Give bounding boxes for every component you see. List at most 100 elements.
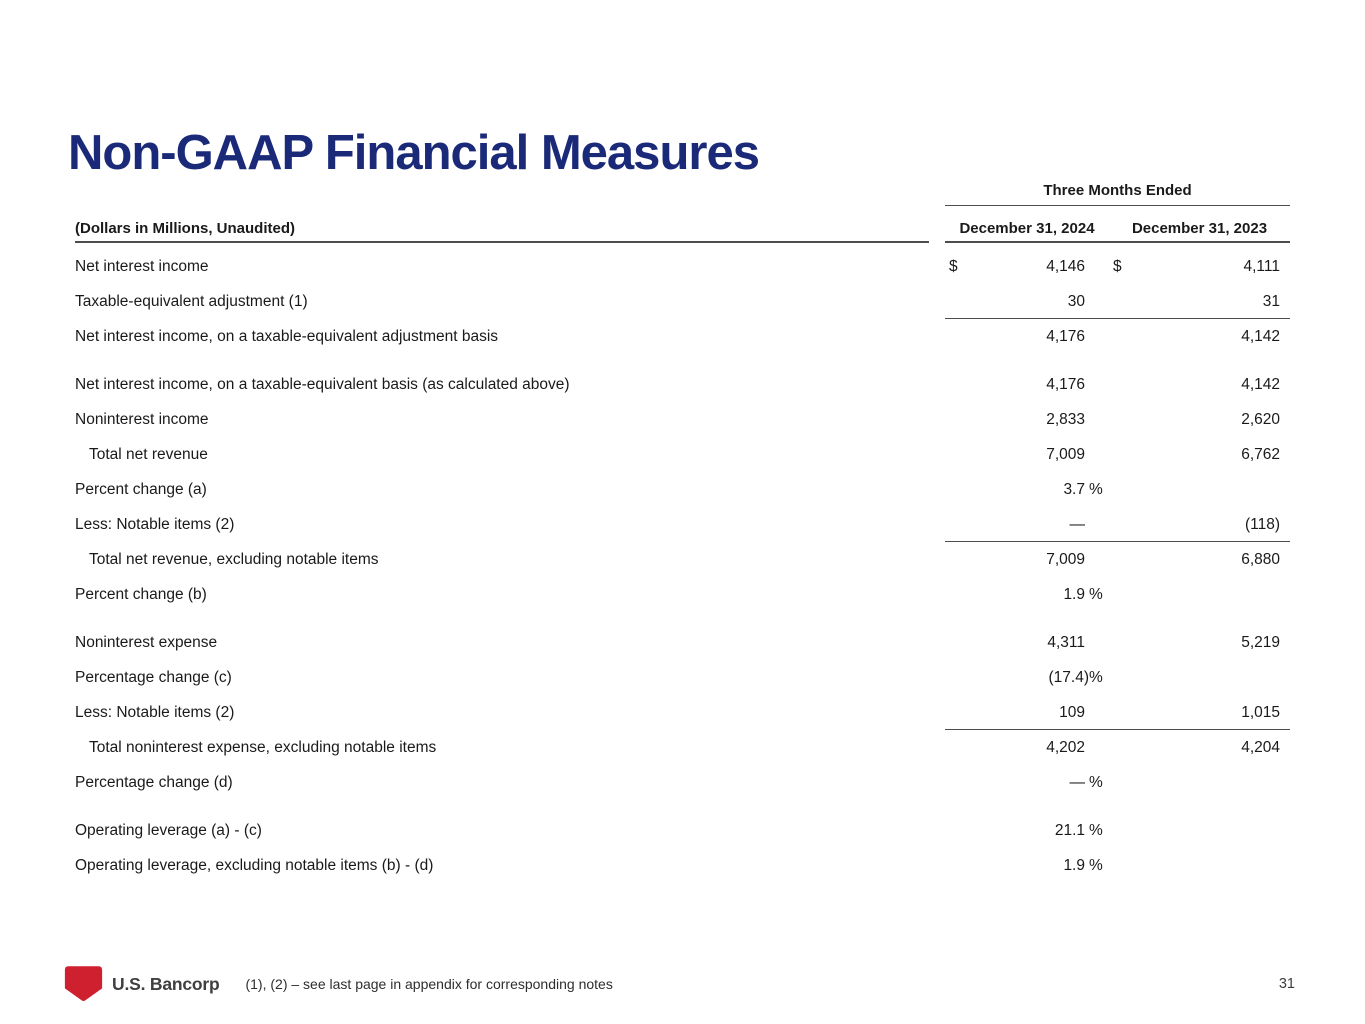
row-label: Less: Notable items (2) — [75, 703, 235, 721]
table-row: Noninterest expense 4,311 5,219 — [75, 625, 1290, 660]
dollar-sign: $ — [949, 257, 958, 275]
table-row: Total net revenue, excluding notable ite… — [75, 542, 1290, 577]
value-2024: 30 — [1067, 292, 1085, 310]
table-row: Operating leverage, excluding notable it… — [75, 848, 1290, 883]
page-title: Non-GAAP Financial Measures — [68, 125, 760, 180]
row-label: Operating leverage (a) - (c) — [75, 821, 262, 839]
value-2024-cell: 2,833 — [945, 411, 1109, 429]
row-label: Operating leverage, excluding notable it… — [75, 856, 434, 874]
page-number: 31 — [1278, 976, 1295, 992]
percent-sign: % — [1089, 773, 1103, 791]
dollar-sign: $ — [1113, 257, 1122, 275]
row-label: Net interest income, on a taxable-equiva… — [75, 327, 499, 345]
value-2024-cell: 1.9% — [945, 586, 1109, 604]
value-2024: 7,009 — [1046, 445, 1085, 463]
value-2024: 7,009 — [1046, 550, 1085, 568]
percent-sign: % — [1089, 821, 1103, 839]
value-2023: 1,015 — [1241, 703, 1280, 721]
table-row: Taxable-equivalent adjustment (1) 30 31 — [75, 284, 1290, 319]
row-label: Percent change (b) — [75, 585, 207, 603]
value-2023-cell: 4,142 — [1109, 328, 1290, 346]
column-rule — [945, 729, 1290, 730]
percent-sign: % — [1089, 856, 1103, 874]
table-row: Less: Notable items (2) 109 1,015 — [75, 695, 1290, 730]
table-row: Less: Notable items (2) — (118) — [75, 507, 1290, 542]
value-2023-cell: 2,620 — [1109, 411, 1290, 429]
row-label: Less: Notable items (2) — [75, 515, 235, 533]
value-2024-cell: 4,311 — [945, 634, 1109, 652]
value-2024: 1.9 — [1063, 585, 1085, 603]
table-row: Net interest income, on a taxable-equiva… — [75, 367, 1290, 402]
value-2023: 5,219 — [1241, 633, 1280, 651]
value-2024: 21.1 — [1054, 821, 1085, 839]
value-2024: 4,311 — [1047, 633, 1085, 651]
value-2023-cell: 31 — [1109, 293, 1290, 311]
value-2024: 4,176 — [1046, 327, 1085, 345]
value-2024: 4,146 — [1046, 257, 1085, 275]
table-group-header-row: Three Months Ended — [75, 180, 1290, 206]
row-label: Noninterest income — [75, 410, 209, 428]
table-row: Percent change (b) 1.9% — [75, 577, 1290, 612]
value-2023-cell: 4,142 — [1109, 376, 1290, 394]
value-2023-cell: 1,015 — [1109, 704, 1290, 722]
percent-sign: % — [1089, 668, 1103, 686]
value-2023-cell: 5,219 — [1109, 634, 1290, 652]
value-2024-cell: 4,176 — [945, 376, 1109, 394]
table-row: Total net revenue 7,009 6,762 — [75, 437, 1290, 472]
left-column-header: (Dollars in Millions, Unaudited) — [75, 220, 929, 243]
table-rows: Net interest income $4,146 $4,111 Taxabl… — [75, 249, 1290, 883]
value-2023-cell: $4,111 — [1109, 258, 1290, 276]
table-row: Percentage change (d) —% — [75, 765, 1290, 800]
value-2024: 1.9 — [1063, 856, 1085, 874]
value-2024-cell: 4,202 — [945, 739, 1109, 757]
value-2023: 4,204 — [1241, 738, 1280, 756]
col-header-dec-31-2023: December 31, 2023 — [1109, 220, 1290, 243]
table-row: Net interest income $4,146 $4,111 — [75, 249, 1290, 284]
value-2023: 4,111 — [1243, 257, 1281, 275]
value-2023-cell: (118) — [1109, 516, 1290, 534]
value-2024-cell: 7,009 — [945, 446, 1109, 464]
table-row: Operating leverage (a) - (c) 21.1% — [75, 813, 1290, 848]
value-2023: 4,142 — [1241, 375, 1280, 393]
footer: U.S. Bancorp (1), (2) – see last page in… — [64, 964, 1295, 1004]
row-label: Total net revenue, excluding notable ite… — [89, 550, 379, 568]
value-2024-cell: 7,009 — [945, 551, 1109, 569]
percent-sign: % — [1089, 585, 1103, 603]
group-header-three-months-ended: Three Months Ended — [945, 182, 1290, 206]
non-gaap-table: Three Months Ended (Dollars in Millions,… — [75, 180, 1290, 883]
row-label: Percentage change (d) — [75, 773, 233, 791]
us-bancorp-logo-text: U.S. Bancorp — [112, 973, 220, 994]
value-2024-cell: 30 — [945, 293, 1109, 311]
table-row: Net interest income, on a taxable-equiva… — [75, 319, 1290, 354]
table-row: Total noninterest expense, excluding not… — [75, 730, 1290, 765]
value-2023: 2,620 — [1241, 410, 1280, 428]
value-2023: (118) — [1244, 515, 1280, 533]
row-label: Total net revenue — [89, 445, 208, 463]
row-label: Net interest income — [75, 257, 209, 275]
row-label: Net interest income, on a taxable-equiva… — [75, 375, 570, 393]
row-label: Taxable-equivalent adjustment (1) — [75, 292, 308, 310]
value-2023-cell: 6,880 — [1109, 551, 1290, 569]
value-2024: 2,833 — [1046, 410, 1085, 428]
value-2024-cell: 21.1% — [945, 822, 1109, 840]
percent-sign: % — [1089, 480, 1103, 498]
value-2023: 6,762 — [1241, 445, 1280, 463]
row-label: Percent change (a) — [75, 480, 207, 498]
table-row: Noninterest income 2,833 2,620 — [75, 402, 1290, 437]
value-2024: — — [1069, 515, 1086, 533]
row-label: Percentage change (c) — [75, 668, 232, 686]
value-2024: 4,202 — [1046, 738, 1085, 756]
table-column-header-row: (Dollars in Millions, Unaudited) Decembe… — [75, 220, 1290, 243]
value-2023: 31 — [1262, 292, 1280, 310]
us-bancorp-shield-icon — [64, 966, 103, 1002]
value-2024: 4,176 — [1046, 375, 1085, 393]
row-label: Noninterest expense — [75, 633, 218, 651]
value-2023-cell: 6,762 — [1109, 446, 1290, 464]
col-header-dec-31-2024: December 31, 2024 — [945, 220, 1109, 243]
value-2024-cell: 4,176 — [945, 328, 1109, 346]
value-2024: 3.7 — [1063, 480, 1085, 498]
value-2023-cell: 4,204 — [1109, 739, 1290, 757]
footnote-reference: (1), (2) – see last page in appendix for… — [245, 976, 613, 992]
value-2024-cell: — — [945, 516, 1109, 534]
